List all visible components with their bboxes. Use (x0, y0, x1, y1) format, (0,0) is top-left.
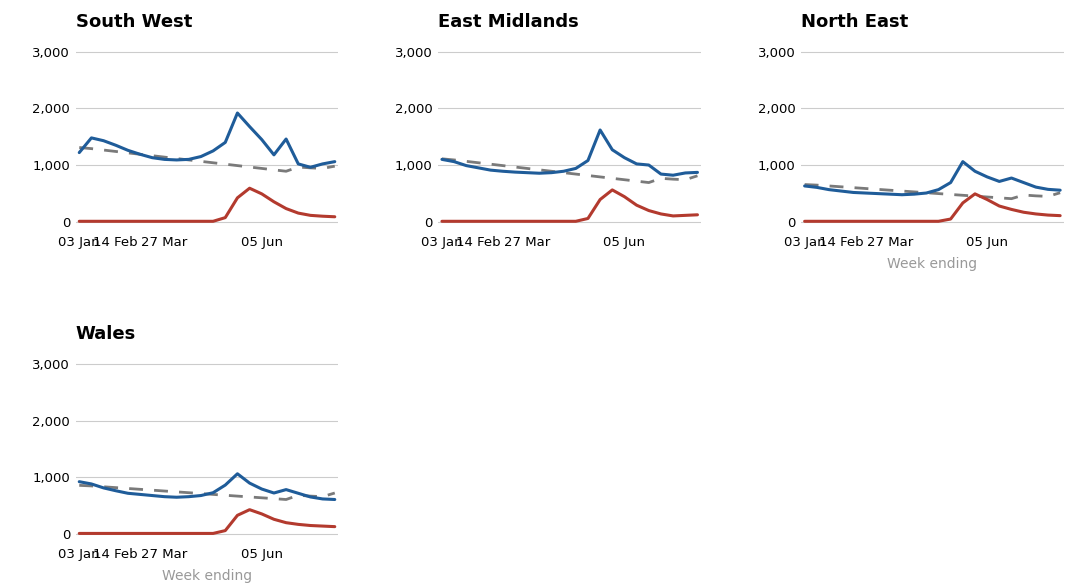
Text: Wales: Wales (76, 325, 136, 343)
Text: North East: North East (801, 13, 908, 31)
X-axis label: Week ending: Week ending (888, 257, 977, 271)
Text: East Midlands: East Midlands (438, 13, 579, 31)
Text: South West: South West (76, 13, 192, 31)
X-axis label: Week ending: Week ending (162, 569, 252, 583)
